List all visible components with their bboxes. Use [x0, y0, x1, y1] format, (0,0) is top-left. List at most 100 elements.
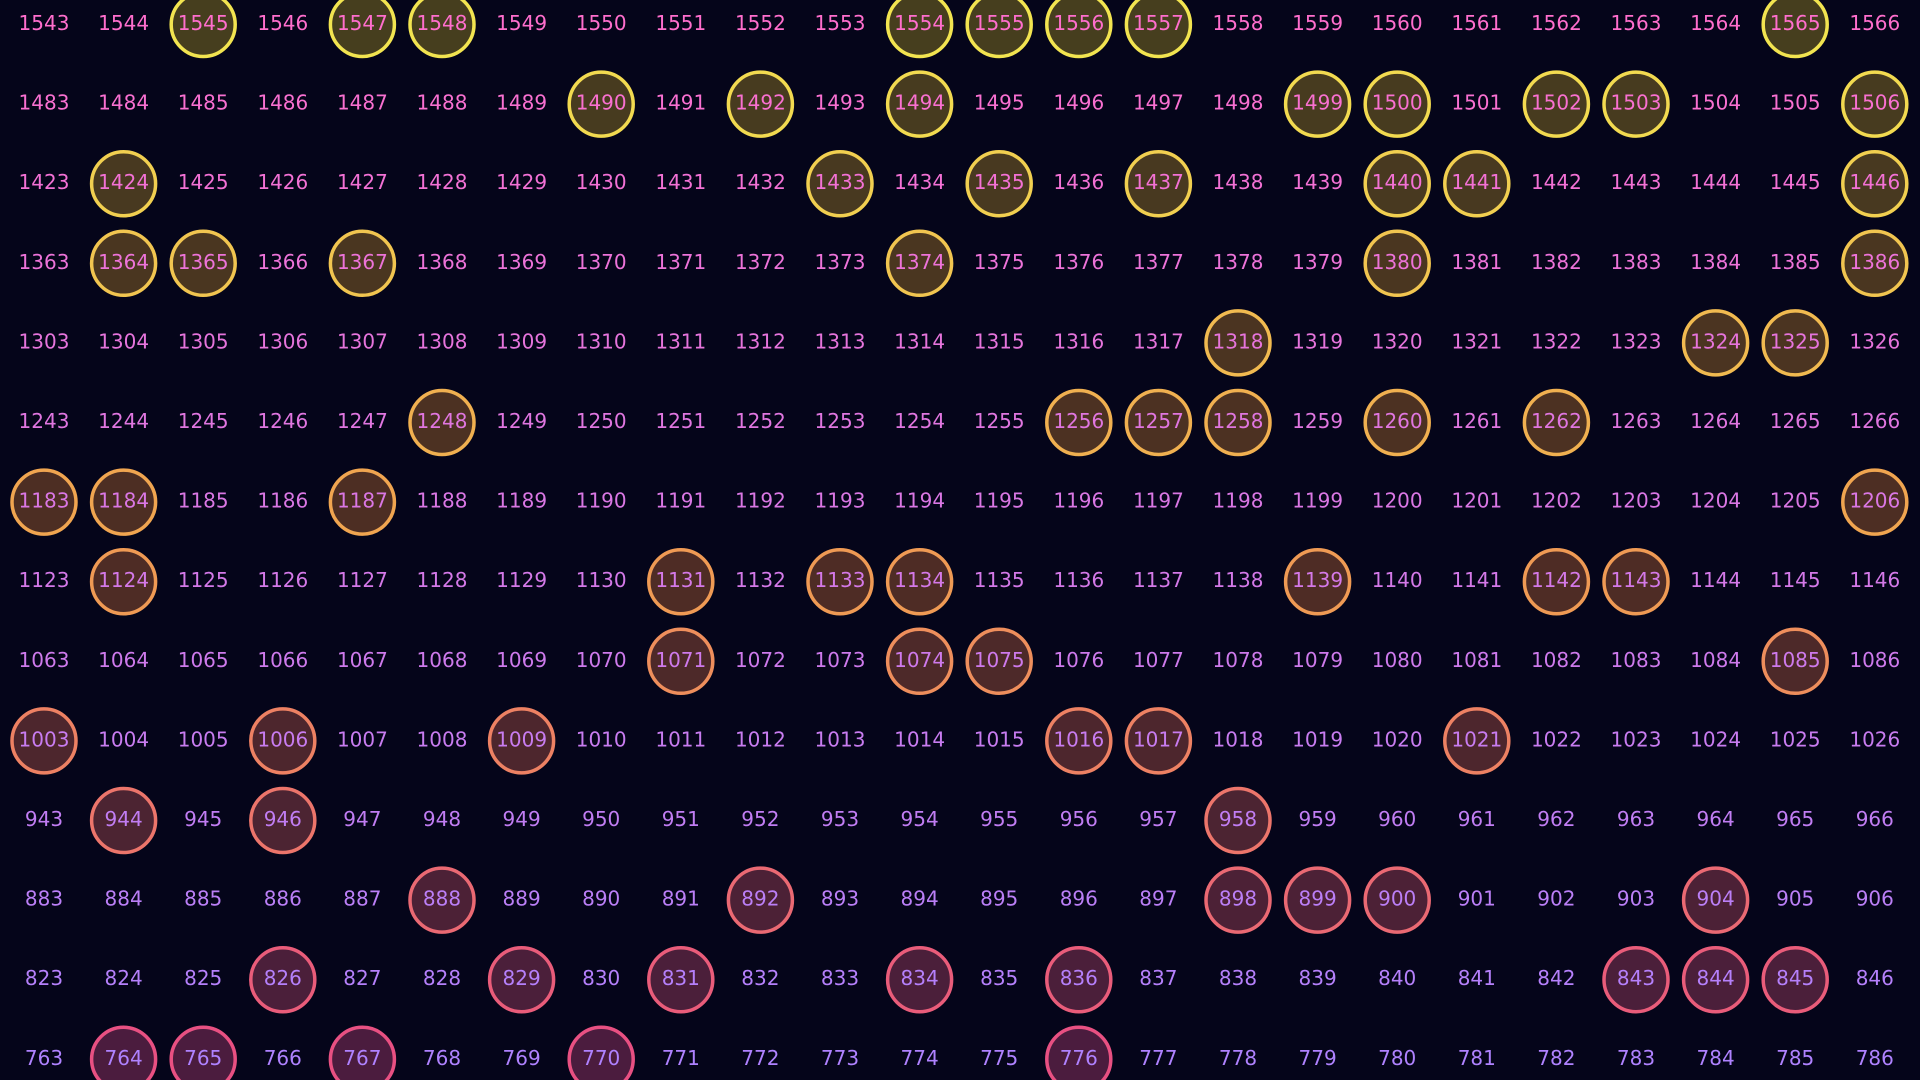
- grid-number: 899: [1299, 887, 1337, 911]
- highlight-ring: [89, 149, 158, 218]
- highlight-ring: [965, 627, 1033, 696]
- grid-number: 1319: [1292, 329, 1343, 353]
- grid-number: 1070: [576, 648, 627, 672]
- grid-number: 1138: [1213, 568, 1264, 592]
- grid-number: 1555: [974, 11, 1025, 35]
- grid-number: 1549: [496, 11, 547, 35]
- grid-number: 1315: [974, 329, 1025, 353]
- highlight-ring: [408, 0, 476, 59]
- grid-number: 1487: [337, 91, 388, 115]
- highlight-ring: [1602, 70, 1670, 138]
- highlight-ring: [1045, 945, 1113, 1014]
- grid-number: 1084: [1690, 648, 1741, 672]
- grid-number: 1023: [1611, 727, 1662, 751]
- grid-number: 948: [423, 807, 461, 831]
- grid-number: 1078: [1213, 648, 1264, 672]
- grid-number: 836: [1060, 966, 1098, 990]
- highlight-ring: [647, 627, 715, 696]
- grid-number: 1308: [417, 329, 468, 353]
- highlight-ring: [1681, 309, 1750, 377]
- grid-number: 1494: [894, 91, 945, 115]
- highlight-ring: [885, 70, 954, 138]
- grid-number: 1386: [1849, 250, 1900, 274]
- grid-number: 1123: [19, 568, 70, 592]
- grid-number: 955: [980, 807, 1018, 831]
- highlight-ring: [885, 229, 954, 298]
- grid-number: 959: [1299, 807, 1337, 831]
- grid-number: 1139: [1292, 568, 1343, 592]
- grid-number: 1548: [417, 11, 468, 35]
- grid-number: 1125: [178, 568, 229, 592]
- highlight-ring: [1045, 1025, 1113, 1080]
- highlight-ring: [1761, 627, 1829, 696]
- highlight-ring: [408, 866, 476, 934]
- grid-number: 1022: [1531, 727, 1582, 751]
- grid-number: 764: [105, 1046, 143, 1070]
- grid-number: 1140: [1372, 568, 1423, 592]
- highlight-ring: [726, 70, 795, 138]
- grid-number: 1325: [1770, 329, 1821, 353]
- grid-number: 1309: [496, 329, 547, 353]
- highlight-ring: [10, 468, 78, 536]
- grid-number: 834: [901, 966, 939, 990]
- grid-number: 1562: [1531, 11, 1582, 35]
- grid-number: 1372: [735, 250, 786, 274]
- grid-number: 1203: [1611, 489, 1662, 513]
- highlight-ring: [249, 786, 317, 855]
- grid-number: 1365: [178, 250, 229, 274]
- grid-number: 894: [901, 887, 939, 911]
- grid-number: 1200: [1372, 489, 1423, 513]
- grid-number: 768: [423, 1046, 461, 1070]
- grid-number: 1258: [1213, 409, 1264, 433]
- grid-number: 1243: [19, 409, 70, 433]
- highlight-ring: [1681, 866, 1750, 934]
- grid-number: 823: [25, 966, 63, 990]
- grid-number: 779: [1299, 1046, 1337, 1070]
- grid-number: 830: [582, 966, 620, 990]
- grid-number: 1446: [1849, 170, 1900, 194]
- grid-number: 1128: [417, 568, 468, 592]
- grid-number: 953: [821, 807, 859, 831]
- grid-number: 1250: [576, 409, 627, 433]
- grid-number: 1564: [1690, 11, 1741, 35]
- grid-number: 949: [503, 807, 541, 831]
- grid-number: 884: [105, 887, 143, 911]
- highlight-ring: [1681, 945, 1750, 1014]
- grid-number: 889: [503, 887, 541, 911]
- grid-number: 1192: [735, 489, 786, 513]
- grid-number: 1007: [337, 727, 388, 751]
- grid-number: 1131: [655, 568, 706, 592]
- grid-number: 1438: [1213, 170, 1264, 194]
- grid-number: 825: [184, 966, 222, 990]
- grid-number: 1435: [974, 170, 1025, 194]
- grid-number: 1437: [1133, 170, 1184, 194]
- grid-number: 1264: [1690, 409, 1741, 433]
- grid-number: 1434: [894, 170, 945, 194]
- grid-number: 1257: [1133, 409, 1184, 433]
- grid-number: 1191: [655, 489, 706, 513]
- grid-number: 1261: [1451, 409, 1502, 433]
- grid-number: 957: [1139, 807, 1177, 831]
- grid-number: 946: [264, 807, 302, 831]
- grid-number: 1020: [1372, 727, 1423, 751]
- grid-number: 1483: [19, 91, 70, 115]
- grid-number: 1498: [1213, 91, 1264, 115]
- grid-number: 1373: [815, 250, 866, 274]
- grid-number: 1383: [1611, 250, 1662, 274]
- grid-number: 1006: [257, 727, 308, 751]
- grid-number: 763: [25, 1046, 63, 1070]
- grid-number: 1085: [1770, 648, 1821, 672]
- grid-number: 1503: [1611, 91, 1662, 115]
- grid-number: 1427: [337, 170, 388, 194]
- grid-number: 1374: [894, 250, 945, 274]
- grid-number: 1495: [974, 91, 1025, 115]
- grid-number: 778: [1219, 1046, 1257, 1070]
- grid-number: 769: [503, 1046, 541, 1070]
- grid-number: 1364: [98, 250, 149, 274]
- grid-number: 1547: [337, 11, 388, 35]
- grid-number: 1559: [1292, 11, 1343, 35]
- grid-number: 1063: [19, 648, 70, 672]
- highlight-ring: [1283, 70, 1352, 138]
- grid-number: 1318: [1213, 329, 1264, 353]
- highlight-ring: [89, 786, 158, 855]
